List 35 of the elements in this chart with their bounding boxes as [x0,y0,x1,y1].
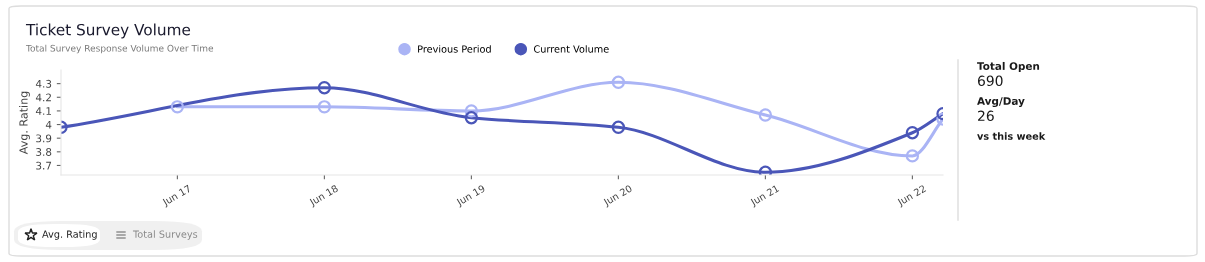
text: Avg. Rating [42,230,97,240]
point [758,108,773,122]
text: Total Surveys [132,230,198,240]
point [611,120,626,134]
y-tick-label: 4 [45,120,52,129]
legend-label: Current Volume [533,45,609,53]
x-tick-label: Jun 17 [161,184,193,208]
y-tick-label: 3.8 [36,148,52,156]
y-tick-label: 4.1 [35,107,52,115]
y-axis-title: Avg. Rating [19,91,30,155]
text: Total Open [977,61,1040,73]
legend-label: Previous Period [418,45,491,53]
chart-title: Ticket Survey Volume [25,23,191,39]
point [464,111,479,125]
y-tick-label: 3.7 [36,161,52,170]
x-tick-label: Jun 19 [455,184,487,208]
point [317,81,332,95]
point [611,75,626,89]
text: vs this week [977,132,1046,140]
point [464,104,479,118]
text: 26 [978,110,994,122]
point [905,126,920,140]
x-tick-label: Jun 22 [896,184,928,208]
text: 690 [977,75,1003,87]
x-tick-label: Jun 18 [308,184,340,208]
y-tick-label: 4.3 [35,79,52,88]
point [317,100,332,114]
point [170,100,185,114]
y-tick-label: 4.2 [35,93,51,102]
point [905,149,920,163]
x-tick-label: Jun 21 [749,184,781,208]
x-tick-label: Jun 20 [602,184,634,208]
y-tick-label: 3.9 [36,134,52,143]
chart-subtitle: Total Survey Response Volume Over Time [25,44,214,54]
text: Avg/Day [977,97,1025,108]
